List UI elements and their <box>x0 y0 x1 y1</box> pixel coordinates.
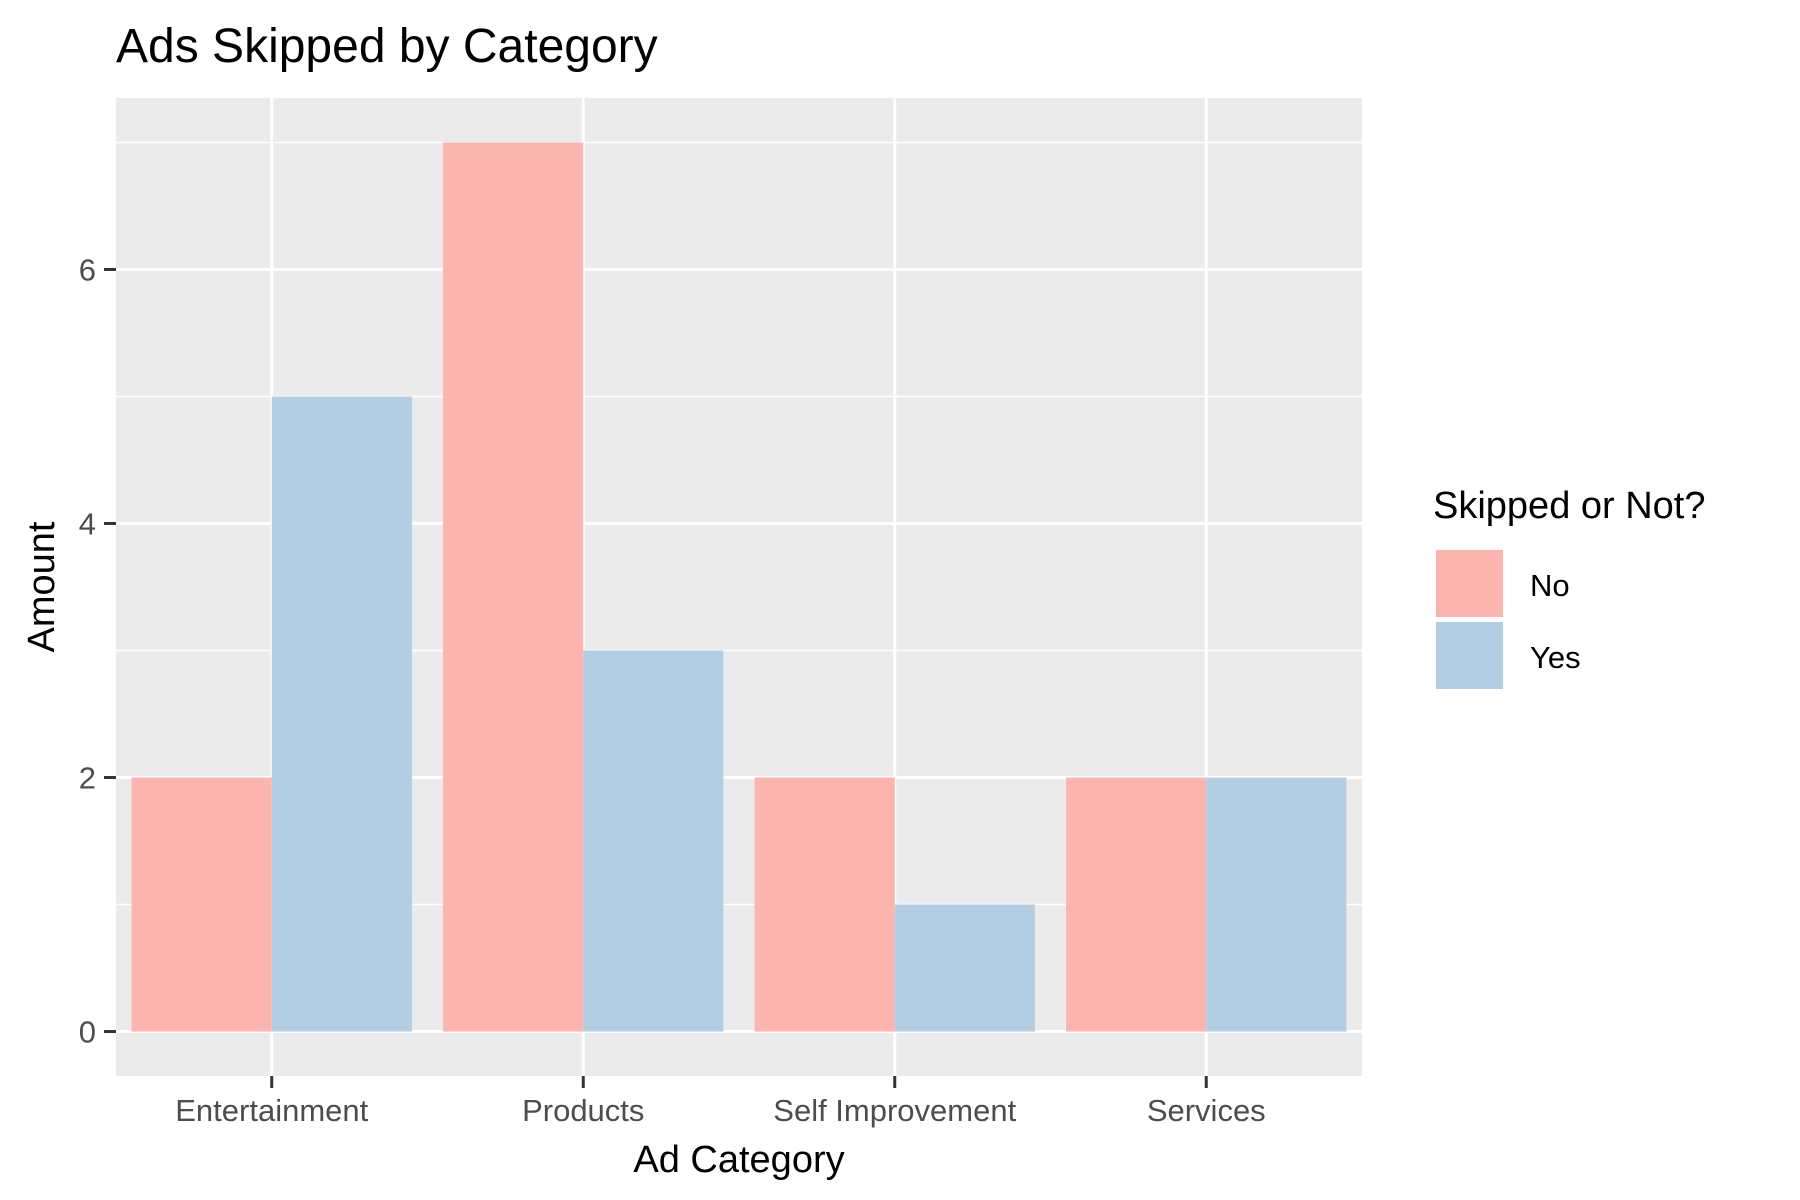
bar-layer <box>131 142 1347 1032</box>
x-axis-tick-label: Services <box>1147 1093 1266 1128</box>
bar-yes-services <box>1206 777 1347 1032</box>
bar-no-products <box>443 142 584 1032</box>
bar-yes-products <box>583 650 724 1032</box>
bar-yes-self-improvement <box>894 904 1035 1032</box>
x-axis-tick-label: Entertainment <box>175 1093 368 1128</box>
legend-key-no <box>1434 548 1505 619</box>
bar-no-self-improvement <box>754 777 895 1032</box>
y-axis-tick-label: 4 <box>79 506 96 541</box>
x-axis-tick-label: Self Improvement <box>773 1093 1016 1128</box>
legend-label-no: No <box>1530 568 1570 603</box>
legend-key-yes <box>1434 620 1505 691</box>
y-axis: 0 2 4 6 <box>79 252 116 1050</box>
bar-no-entertainment <box>131 777 272 1032</box>
y-axis-tick-label: 2 <box>79 761 96 796</box>
bar-no-services <box>1066 777 1207 1032</box>
x-axis-title: Ad Category <box>633 1139 844 1181</box>
y-axis-tick-label: 6 <box>79 252 96 287</box>
legend: Skipped or Not? No Yes <box>1433 485 1706 691</box>
legend-title: Skipped or Not? <box>1433 485 1706 527</box>
chart-title: Ads Skipped by Category <box>116 20 658 73</box>
legend-label-yes: Yes <box>1530 640 1581 675</box>
y-axis-tick-label: 0 <box>79 1015 96 1050</box>
bar-yes-entertainment <box>271 396 412 1032</box>
x-axis-tick-label: Products <box>522 1093 644 1128</box>
legend-items: No Yes <box>1434 548 1581 691</box>
y-axis-title: Amount <box>21 521 63 652</box>
x-axis: Entertainment Products Self Improvement Ser… <box>175 1076 1266 1128</box>
